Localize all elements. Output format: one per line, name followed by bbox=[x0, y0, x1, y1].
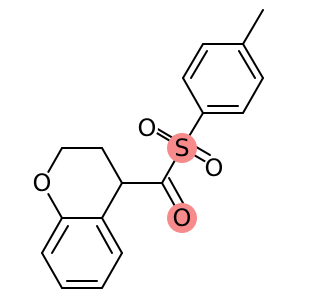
bond bbox=[182, 43, 204, 79]
bond bbox=[101, 217, 123, 254]
bond-inner bbox=[51, 225, 69, 254]
bond bbox=[41, 252, 63, 289]
bond bbox=[161, 182, 177, 209]
atom-highlight bbox=[167, 133, 197, 163]
bond bbox=[168, 177, 184, 204]
bond bbox=[101, 252, 123, 289]
molecule-diagram: O S O O O bbox=[30, 9, 264, 289]
bond-inner bbox=[238, 50, 256, 79]
atom-label: O bbox=[138, 114, 157, 142]
bond-inner bbox=[96, 225, 113, 254]
atom-background bbox=[136, 117, 158, 139]
atom-label: O bbox=[205, 154, 224, 182]
atoms: O S O O O bbox=[30, 114, 225, 233]
bond bbox=[101, 147, 123, 184]
bond bbox=[41, 217, 63, 254]
atom-background bbox=[30, 171, 54, 195]
bond bbox=[242, 9, 264, 45]
bond bbox=[182, 77, 204, 114]
atom-label: O bbox=[173, 204, 192, 232]
atom-background bbox=[203, 157, 225, 179]
bond bbox=[242, 77, 264, 114]
bond bbox=[101, 182, 123, 219]
atom-highlight bbox=[167, 203, 197, 233]
atom-label: O bbox=[33, 169, 52, 197]
bonds bbox=[41, 9, 264, 289]
atom-label: S bbox=[174, 134, 189, 162]
bond-inner bbox=[190, 50, 208, 79]
bond bbox=[242, 43, 264, 79]
